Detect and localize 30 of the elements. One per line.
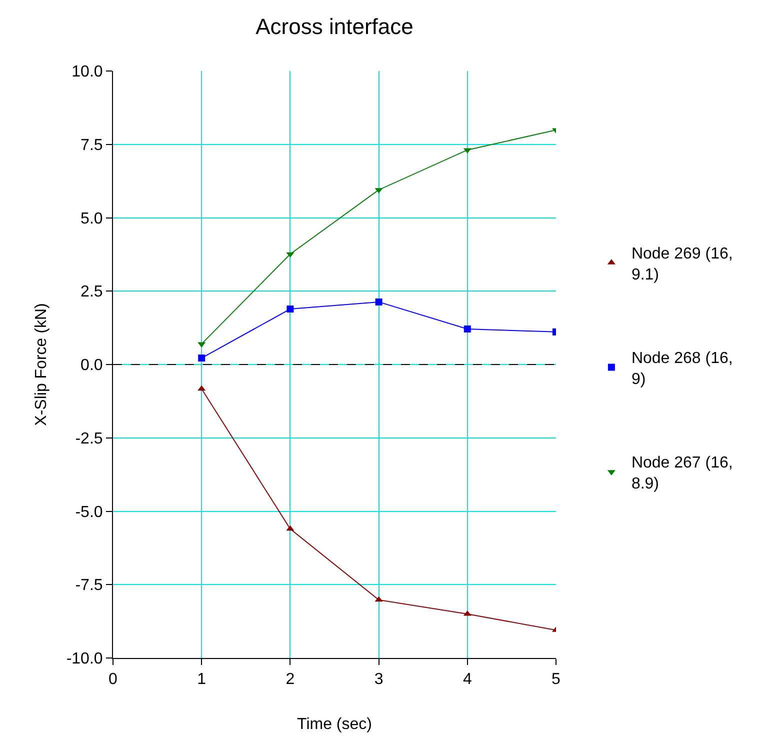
y-tick-label: 5.0 [80,210,103,228]
x-tick-label: 3 [374,671,384,688]
point [286,252,294,258]
point [286,525,294,531]
y-tick-label: -10.0 [66,650,103,668]
x-tick-label: 4 [462,671,472,688]
point [374,596,383,602]
y-tick-label: 2.5 [80,284,103,301]
y-tick-label: 7.5 [80,136,103,154]
legend-label: Node 267 (16, 8.9) [631,454,733,492]
point [375,298,382,306]
point [198,385,206,391]
legend-label: Node 268 (16, 9) [631,350,733,388]
y-tick-label: 10.0 [72,64,103,81]
x-tick-label: 1 [197,671,206,688]
y-axis-title: X-Slip Force (kN) [33,303,50,426]
legend-label: Node 269 (16, 9.1) [631,246,733,284]
point [464,325,471,332]
point [286,306,294,313]
x-tick-label: 5 [552,671,561,688]
chart-title: Across interface [256,14,414,39]
y-tick-label: -7.5 [75,577,103,594]
x-axis-title: Time (sec) [297,716,372,733]
y-tick-label: -2.5 [75,430,103,448]
y-tick-label: 0.0 [80,357,103,374]
x-tick-label: 0 [108,671,118,688]
point [198,354,206,362]
x-tick-label: 2 [286,671,295,688]
y-tick-label: -5.0 [75,504,103,521]
point [463,610,472,616]
